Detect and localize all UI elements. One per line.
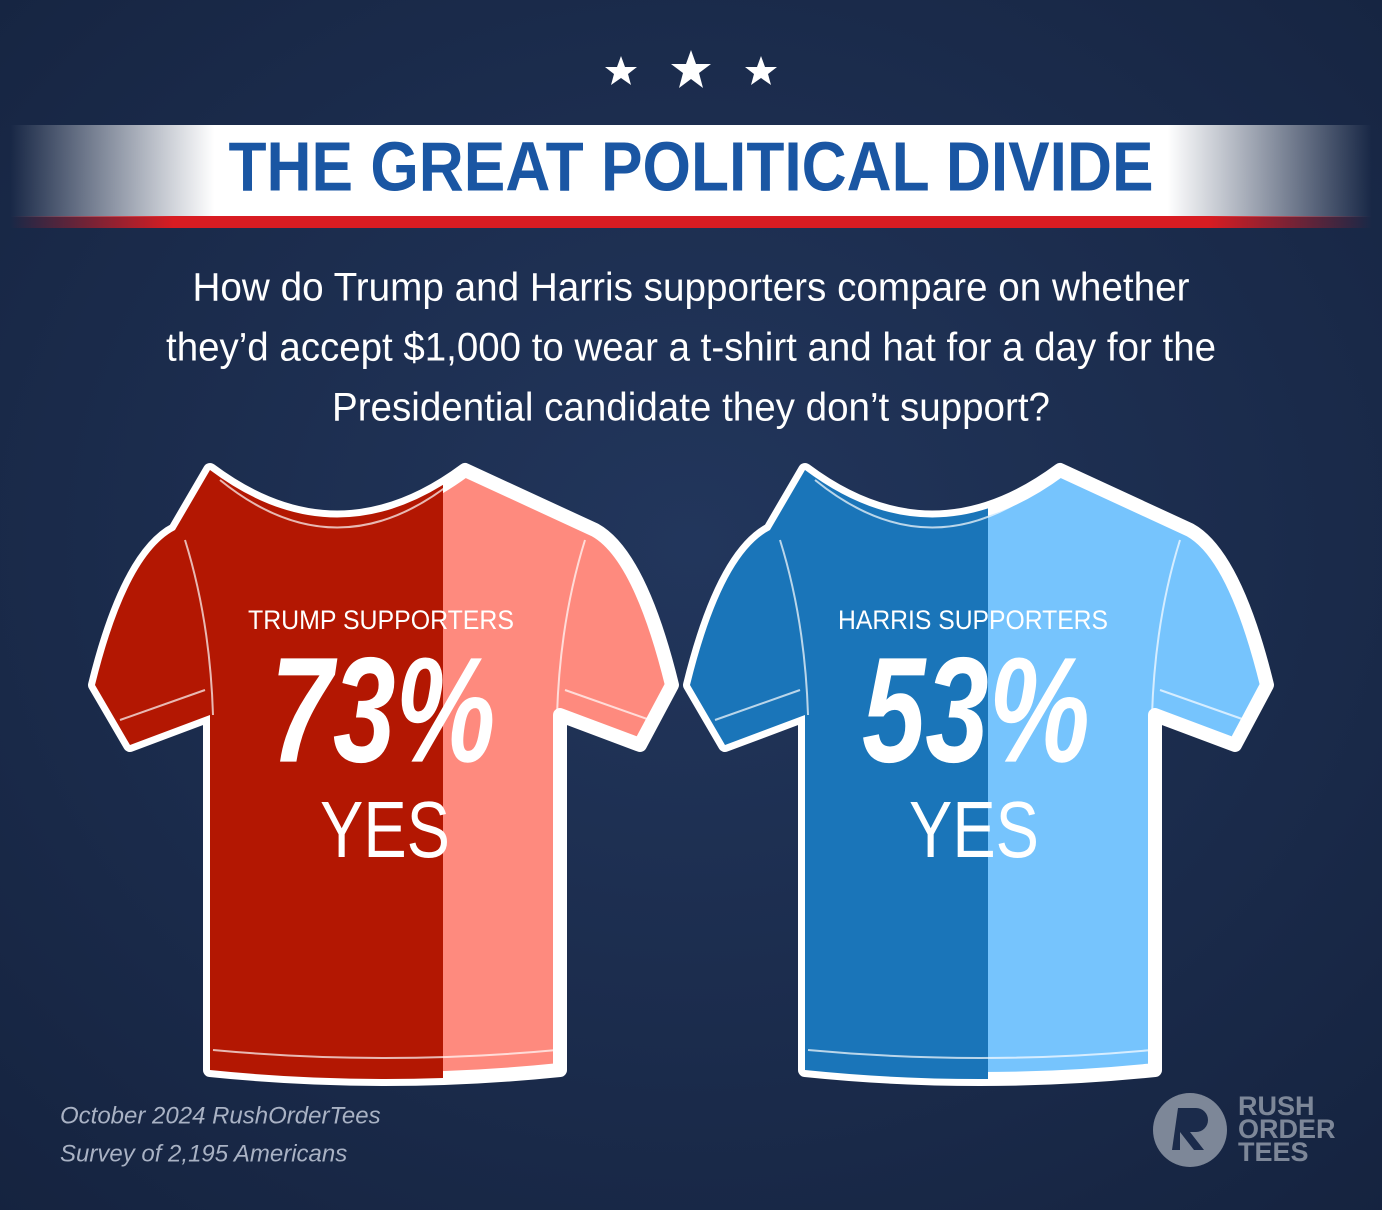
star (745, 56, 777, 85)
question-line: How do Trump and Harris supporters compa… (193, 266, 1190, 310)
question-line: Presidential candidate they don’t suppor… (332, 386, 1050, 430)
shirt-percent: 73% (271, 626, 496, 794)
title: THE GREAT POLITICAL DIVIDE (229, 127, 1154, 205)
source-line: Survey of 2,195 Americans (60, 1140, 347, 1167)
shirt-label: TRUMP SUPPORTERS (248, 605, 514, 635)
shirt-label: HARRIS SUPPORTERS (838, 605, 1108, 635)
shirt-answer: YES (320, 785, 450, 874)
title-banner (10, 125, 1372, 217)
shirt-trump: TRUMP SUPPORTERS 73% YES (95, 470, 672, 1079)
logo-text: TEES (1238, 1137, 1309, 1167)
seams (714, 479, 1246, 1059)
title-stripe (10, 216, 1372, 228)
shirt-percent: 53% (862, 626, 1090, 794)
logo-glyph (1172, 1108, 1208, 1150)
logo-text: RUSH (1238, 1091, 1315, 1121)
shirt-answer: YES (909, 785, 1039, 874)
source-line: October 2024 RushOrderTees (60, 1102, 381, 1129)
stars (605, 50, 777, 88)
question-line: they’d accept $1,000 to wear a t-shirt a… (166, 326, 1216, 370)
star (605, 56, 637, 85)
shirt-harris: HARRIS SUPPORTERS 53% YES (690, 470, 1267, 1079)
logo-text: ORDER (1238, 1114, 1336, 1144)
seams (119, 479, 651, 1059)
star (671, 50, 711, 88)
